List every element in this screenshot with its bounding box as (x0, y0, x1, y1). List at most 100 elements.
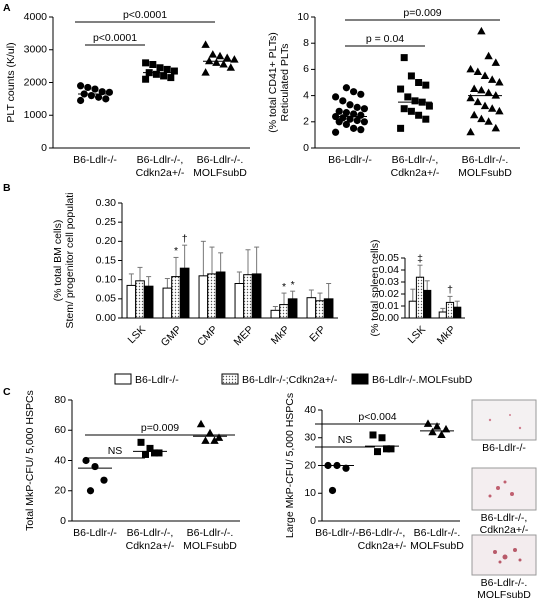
data-point (91, 85, 99, 93)
data-point (484, 117, 493, 125)
y-tick-label: 10 (297, 11, 309, 23)
data-point (212, 58, 221, 66)
data-point (86, 487, 95, 495)
significance: ‡ (417, 253, 423, 265)
annotation: p<0.0001 (93, 32, 137, 44)
y-axis-label: (% total BM cells) (52, 220, 64, 302)
y-tick-label: 80 (54, 394, 66, 406)
bar (251, 273, 262, 319)
data-point (480, 71, 490, 79)
data-point (407, 72, 415, 80)
image-caption: B6-Ldlr-/- (482, 442, 526, 454)
data-point (491, 123, 500, 132)
y-tick-label: 0.01 (379, 300, 400, 312)
data-point (152, 70, 160, 78)
data-point (466, 64, 475, 73)
y-tick-label: 1000 (24, 109, 48, 121)
y-tick-label: 40 (304, 404, 316, 416)
bar (162, 287, 173, 319)
annotation: p<0.004 (358, 411, 396, 423)
x-tick-label: MkP (269, 324, 292, 347)
data-point (477, 85, 486, 94)
data-point (100, 476, 108, 484)
x-tick-label: Cdkn2a+/- (136, 167, 185, 179)
bar (408, 300, 417, 319)
data-point (400, 54, 408, 62)
bar (445, 301, 455, 319)
data-point (201, 436, 210, 444)
annotation: p = 0.04 (366, 33, 404, 45)
bar (126, 284, 137, 319)
bar (179, 267, 190, 319)
micrograph (471, 399, 537, 441)
data-point (477, 114, 486, 123)
data-point (422, 81, 430, 89)
x-tick-label: Cdkn2a+/- (126, 540, 175, 552)
panel-letter: A (3, 2, 11, 14)
data-point (342, 84, 350, 92)
x-tick-label: B6-Ldlr-/-, (137, 154, 184, 166)
significance: * (282, 281, 286, 293)
x-tick-label: B6-Ldlr-/-. (197, 154, 244, 166)
legend-swatch (351, 373, 369, 385)
image-caption: B6-Ldlr-/-, (481, 512, 528, 524)
data-point (374, 448, 381, 456)
y-axis-label: Reticulated PLTs (279, 43, 291, 121)
bar (423, 289, 432, 319)
y-axis-label: Large MkP-CFU/ 5,000 HSPCs (284, 393, 296, 538)
bar (171, 276, 181, 319)
bar (243, 274, 253, 319)
y-tick-label: 40 (54, 454, 66, 466)
x-tick-label: B6-Ldlr-/- (73, 527, 117, 539)
bar (306, 297, 317, 319)
data-point (350, 110, 358, 118)
y-tick-label: 20 (54, 485, 66, 497)
bar (323, 298, 334, 319)
x-tick-label: ErP (307, 324, 328, 345)
data-point (149, 60, 157, 68)
data-point (156, 64, 164, 72)
data-point (210, 436, 219, 444)
data-point (488, 104, 497, 112)
data-point (105, 88, 113, 96)
data-point (346, 101, 354, 109)
data-point (407, 107, 415, 115)
data-point (415, 79, 423, 86)
data-point (473, 97, 482, 106)
data-point (205, 56, 214, 65)
y-tick-label: 0.00 (379, 312, 400, 324)
bar (234, 283, 245, 319)
y-tick-label: 0 (41, 142, 47, 154)
data-point (432, 422, 442, 430)
legend-swatch (221, 373, 239, 385)
data-point (142, 450, 149, 458)
micrographs (471, 399, 537, 576)
data-point (155, 449, 163, 457)
y-axis-label: (% total spleen cells) (369, 240, 381, 337)
data-point (473, 67, 482, 76)
y-tick-label: 30 (304, 432, 316, 444)
data-point (387, 445, 395, 453)
data-point (495, 106, 504, 115)
significance: † (447, 284, 453, 296)
annotation: NS (338, 434, 353, 446)
data-point (342, 464, 350, 472)
legend-label: B6-Ldlr-/-.MOLFsubD (372, 374, 473, 386)
y-tick-label: 0.10 (96, 273, 117, 285)
y-tick-label: 8 (303, 37, 309, 49)
data-point (163, 65, 171, 73)
x-tick-label: B6-Ldlr-/- (328, 154, 372, 166)
legend-label: B6-Ldlr-/-;Cdkn2a+/- (242, 374, 338, 386)
y-tick-label: 2 (303, 116, 309, 128)
image-caption: B6-Ldlr-/-. (481, 577, 528, 589)
data-point (77, 96, 85, 105)
y-axis-label: Total MkP-CFU/ 5,000 HSPCs (24, 390, 36, 531)
data-point (87, 92, 95, 100)
data-point (77, 82, 85, 90)
data-point (230, 55, 239, 63)
annotation: p<0.0001 (123, 9, 167, 21)
data-point (167, 74, 175, 82)
y-tick-label: 0 (303, 142, 309, 154)
y-tick-label: 0.03 (379, 276, 400, 288)
